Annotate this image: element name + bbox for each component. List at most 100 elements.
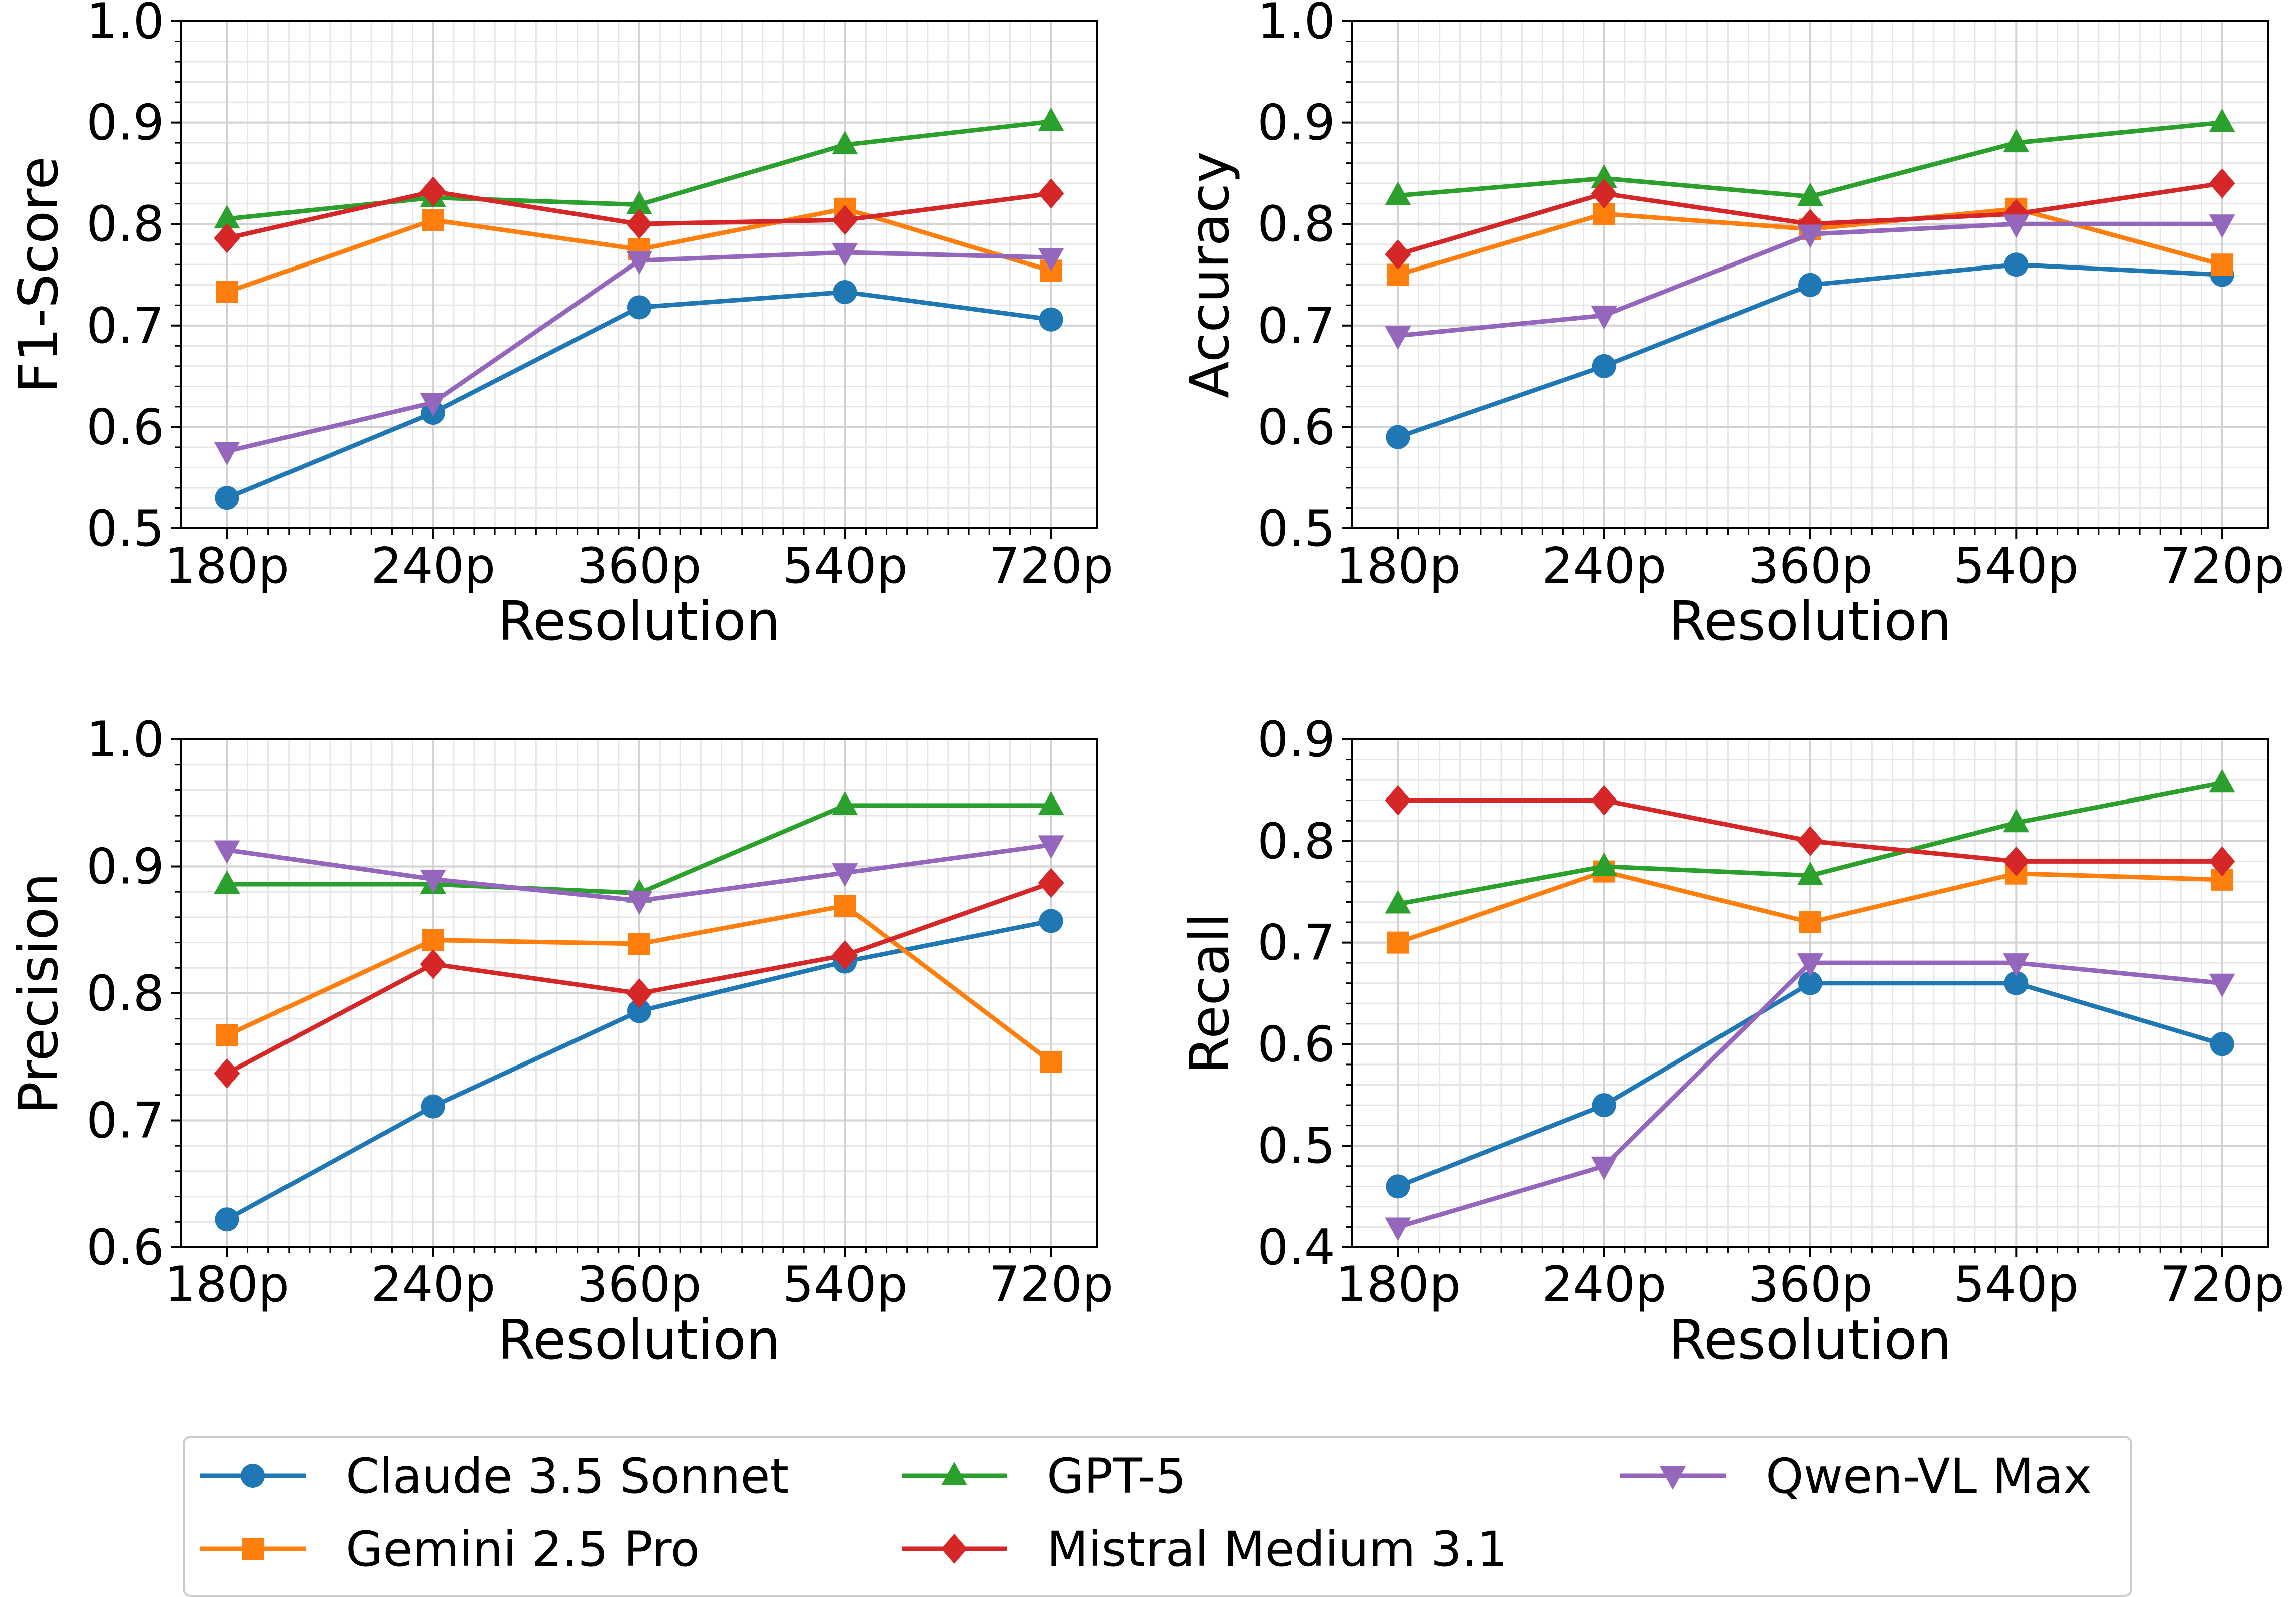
data-point-mistral-medium-3-1 — [1038, 178, 1064, 209]
chart-panel-accuracy: 0.5 0.6 0.7 0.8 0.9 1.0 180p 240p 360p 540p 720p Re… — [1179, 0, 2284, 653]
y-tick-label: 0.8 — [86, 196, 164, 253]
y-axis-label: Accuracy — [1179, 151, 1241, 398]
charts-area: 0.5 0.6 0.7 0.8 0.9 1.0 180p 240p 360p 540p 720p Re… — [8, 0, 2284, 1372]
x-axis-label: Resolution — [1669, 1309, 1951, 1372]
data-point-claude-3-5-sonnet — [2004, 252, 2029, 277]
data-point-gpt-5 — [2209, 108, 2235, 132]
data-point-gpt-5 — [1591, 852, 1617, 876]
x-tick-label: 240p — [1542, 1256, 1666, 1313]
data-point-qwen-vl-max — [626, 891, 652, 915]
data-point-gpt-5 — [1038, 107, 1064, 131]
data-point-gemini-2-5-pro — [422, 929, 444, 951]
legend-item-qwen-vl-max: Qwen-VL Max — [1620, 1448, 2092, 1504]
data-point-qwen-vl-max — [1038, 835, 1064, 859]
data-point-gpt-5 — [2003, 129, 2030, 153]
legend: Claude 3.5 Sonnet GPT-5 Qwen-VL Max Gemini … — [183, 1436, 2132, 1597]
y-tick-label: 1.0 — [1257, 0, 1335, 50]
data-point-qwen-vl-max — [1385, 326, 1411, 350]
legend-label: Gemini 2.5 Pro — [346, 1521, 700, 1577]
data-point-mistral-medium-3-1 — [2209, 846, 2235, 877]
y-tick-label: 0.6 — [1257, 1016, 1335, 1073]
data-point-gemini-2-5-pro — [1040, 1050, 1062, 1073]
y-tick-label: 0.9 — [1257, 95, 1335, 152]
y-tick-label: 0.5 — [86, 500, 164, 558]
data-point-gemini-2-5-pro — [422, 209, 444, 231]
data-point-qwen-vl-max — [214, 840, 240, 864]
data-point-gpt-5 — [2003, 809, 2030, 833]
major-grid: 0.5 0.6 0.7 0.8 0.9 1.0 180p 240p 360p 540p 720p — [86, 0, 1113, 595]
data-point-qwen-vl-max — [832, 863, 858, 887]
data-point-qwen-vl-max — [2209, 973, 2235, 997]
data-point-qwen-vl-max — [1591, 1156, 1617, 1180]
data-point-mistral-medium-3-1 — [214, 1058, 240, 1089]
x-tick-label: 180p — [165, 1256, 290, 1313]
plot-frame — [1351, 20, 2269, 529]
data-point-qwen-vl-max — [626, 251, 652, 275]
series-qwen-vl-max — [1385, 214, 2235, 350]
legend-item-gemini-2-5-pro: Gemini 2.5 Pro — [200, 1521, 700, 1577]
data-point-qwen-vl-max — [2209, 214, 2235, 238]
data-point-mistral-medium-3-1 — [1038, 868, 1064, 898]
legend-item-gpt-5: GPT-5 — [902, 1448, 1186, 1504]
data-point-gpt-5 — [1385, 890, 1411, 914]
series-qwen-vl-max — [214, 242, 1064, 466]
data-point-gpt-5 — [626, 190, 652, 214]
data-point-claude-3-5-sonnet — [215, 1207, 239, 1232]
y-tick-label: 0.7 — [1257, 915, 1335, 972]
x-axis-label: Resolution — [1669, 590, 1951, 653]
series-mistral-medium-3-1 — [1385, 785, 2235, 877]
data-point-claude-3-5-sonnet — [627, 295, 651, 320]
y-tick-label: 0.5 — [1257, 1118, 1335, 1175]
data-point-qwen-vl-max — [420, 393, 446, 417]
legend-marker — [1660, 1466, 1686, 1490]
data-point-gpt-5 — [1797, 182, 1823, 206]
plot-frame — [180, 20, 1098, 529]
data-point-gemini-2-5-pro — [216, 1024, 238, 1046]
data-point-mistral-medium-3-1 — [626, 978, 652, 1008]
y-tick-label: 0.9 — [1257, 711, 1335, 768]
series-gpt-5 — [1385, 769, 2235, 914]
data-point-gemini-2-5-pro — [1799, 911, 1821, 934]
series-qwen-vl-max — [1385, 953, 2235, 1241]
data-point-gpt-5 — [214, 870, 240, 894]
data-point-mistral-medium-3-1 — [214, 223, 240, 253]
series-gpt-5 — [214, 107, 1064, 229]
data-point-claude-3-5-sonnet — [627, 999, 651, 1023]
x-tick-label: 720p — [989, 538, 1113, 595]
legend-label: Qwen-VL Max — [1766, 1448, 2092, 1504]
y-tick-label: 0.9 — [86, 839, 164, 896]
y-tick-label: 0.5 — [1257, 500, 1335, 558]
data-point-gpt-5 — [214, 205, 240, 229]
data-point-mistral-medium-3-1 — [1385, 785, 1411, 816]
series-gemini-2-5-pro — [216, 895, 1062, 1073]
legend-marker — [941, 1534, 967, 1564]
y-tick-label: 0.6 — [1257, 399, 1335, 456]
data-point-mistral-medium-3-1 — [2003, 846, 2030, 877]
y-tick-label: 1.0 — [86, 0, 164, 50]
data-point-claude-3-5-sonnet — [1386, 425, 1410, 449]
data-point-mistral-medium-3-1 — [832, 940, 858, 970]
data-point-mistral-medium-3-1 — [1591, 178, 1617, 209]
legend-marker — [242, 1538, 264, 1560]
x-tick-label: 240p — [371, 538, 495, 595]
data-point-gpt-5 — [1797, 861, 1823, 885]
x-tick-label: 180p — [165, 538, 290, 595]
y-axis-label: Recall — [1179, 913, 1241, 1074]
chart-panel-f1-score: 0.5 0.6 0.7 0.8 0.9 1.0 180p 240p 360p 540p 720p Re… — [8, 0, 1113, 653]
data-point-qwen-vl-max — [2003, 214, 2030, 238]
data-point-qwen-vl-max — [1797, 224, 1823, 248]
chart-panel-recall: 0.4 0.5 0.6 0.7 0.8 0.9 180p 240p 360p 540p 720p Re… — [1179, 711, 2284, 1372]
data-point-gemini-2-5-pro — [628, 933, 650, 955]
y-tick-label: 0.8 — [1257, 813, 1335, 870]
data-point-qwen-vl-max — [214, 442, 240, 466]
data-point-gpt-5 — [1385, 181, 1411, 205]
x-tick-label: 720p — [2160, 1256, 2284, 1313]
data-point-qwen-vl-max — [420, 869, 446, 893]
x-axis-label: Resolution — [498, 590, 780, 653]
data-point-claude-3-5-sonnet — [1039, 307, 1063, 332]
data-point-qwen-vl-max — [1038, 248, 1064, 272]
x-tick-label: 720p — [989, 1256, 1113, 1313]
y-tick-label: 0.7 — [86, 1093, 164, 1150]
y-tick-label: 0.6 — [86, 399, 164, 456]
series-qwen-vl-max — [214, 835, 1064, 915]
